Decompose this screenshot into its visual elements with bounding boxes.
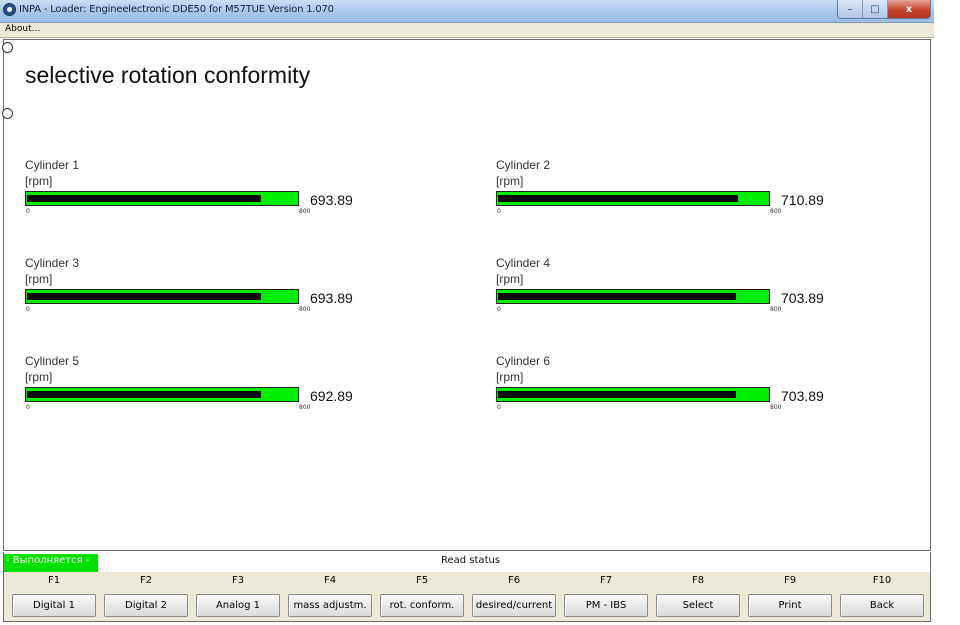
gauge-max: 800 [770,208,782,215]
desired-current-button[interactable]: desired/current [472,594,556,617]
window-title: INPA - Loader: Engineelectronic DDE50 fo… [19,4,334,15]
gauge-unit: [rpm] [496,272,524,286]
fkey-label: F10 [872,575,892,586]
gauge-cylinder-2: Cylinder 2 [rpm] 710.89 0 800 [496,158,836,228]
fkey-f8: F8 Select [656,572,740,620]
gauge-bar [496,289,770,304]
gauge-bar [25,191,299,206]
gauge-fill [498,195,738,202]
gauge-unit: [rpm] [25,272,53,286]
fkey-f1: F1 Digital 1 [12,572,96,620]
pm-ibs-button[interactable]: PM - IBS [564,594,648,617]
gauge-fill [27,391,261,398]
fkey-label: F7 [599,575,613,586]
gauge-min: 0 [497,306,501,313]
gauge-value: 703.89 [781,388,824,404]
running-indicator: - Выполняется - [4,554,98,572]
gauge-fill [27,293,261,300]
gauge-label: Cylinder 5 [25,354,80,368]
title-bar[interactable]: INPA - Loader: Engineelectronic DDE50 fo… [0,0,934,23]
menu-item-about[interactable]: About... [5,24,41,34]
gauge-value: 693.89 [310,192,353,208]
gauge-cylinder-3: Cylinder 3 [rpm] 693.89 0 800 [25,256,365,326]
fkey-label: F1 [47,575,61,586]
print-button[interactable]: Print [748,594,832,617]
gauge-value: 692.89 [310,388,353,404]
fkey-label: F5 [415,575,429,586]
gauge-label: Cylinder 1 [25,158,80,172]
gauge-value: 710.89 [781,192,824,208]
gauge-label: Cylinder 2 [496,158,551,172]
fkey-label: F3 [231,575,245,586]
fkey-f7: F7 PM - IBS [564,572,648,620]
status-bar: - Выполняется - Read status [3,552,931,572]
gauge-cylinder-6: Cylinder 6 [rpm] 703.89 0 800 [496,354,836,424]
gauge-max: 800 [770,306,782,313]
gauge-fill [498,391,736,398]
gauge-fill [27,195,261,202]
fkey-label: F8 [691,575,705,586]
menu-bar: About... [0,23,934,38]
radio-indicator-1[interactable] [2,42,13,53]
mass-adjustment-button[interactable]: mass adjustm. [288,594,372,617]
fkey-f6: F6 desired/current [472,572,556,620]
status-text: Read status [441,555,501,566]
gauge-min: 0 [497,404,501,411]
gauge-value: 693.89 [310,290,353,306]
gauge-bar [25,387,299,402]
fkey-label: F6 [507,575,521,586]
fkey-f10: F10 Back [840,572,924,620]
select-button[interactable]: Select [656,594,740,617]
gauge-max: 800 [299,404,311,411]
gauge-min: 0 [26,306,30,313]
digital-2-button[interactable]: Digital 2 [104,594,188,617]
gauge-label: Cylinder 3 [25,256,80,270]
gauge-min: 0 [26,208,30,215]
gauge-min: 0 [26,404,30,411]
gauge-max: 800 [770,404,782,411]
caption-buttons: – □ x [837,0,931,19]
gauge-cylinder-5: Cylinder 5 [rpm] 692.89 0 800 [25,354,365,424]
fkey-f4: F4 mass adjustm. [288,572,372,620]
close-button[interactable]: x [888,0,930,18]
fkey-label: F4 [323,575,337,586]
gauge-unit: [rpm] [496,370,524,384]
gauge-unit: [rpm] [25,174,53,188]
fkey-label: F9 [783,575,797,586]
gauge-bar [25,289,299,304]
gauge-max: 800 [299,208,311,215]
gauge-unit: [rpm] [25,370,53,384]
gauge-label: Cylinder 6 [496,354,551,368]
digital-1-button[interactable]: Digital 1 [12,594,96,617]
gauge-min: 0 [497,208,501,215]
fkey-label: F2 [139,575,153,586]
minimize-button[interactable]: – [838,0,863,18]
desktop-margin [934,0,960,625]
gauge-cylinder-1: Cylinder 1 [rpm] 693.89 0 800 [25,158,365,228]
back-button[interactable]: Back [840,594,924,617]
analog-1-button[interactable]: Analog 1 [196,594,280,617]
gauge-max: 800 [299,306,311,313]
gauge-fill [498,293,736,300]
gauge-value: 703.89 [781,290,824,306]
maximize-button[interactable]: □ [863,0,888,18]
fkey-f9: F9 Print [748,572,832,620]
inpa-window: INPA - Loader: Engineelectronic DDE50 fo… [0,0,934,622]
gauge-bar [496,191,770,206]
gauge-label: Cylinder 4 [496,256,551,270]
gauge-unit: [rpm] [496,174,524,188]
fkey-f5: F5 rot. conform. [380,572,464,620]
gauge-cylinder-4: Cylinder 4 [rpm] 703.89 0 800 [496,256,836,326]
fkey-f3: F3 Analog 1 [196,572,280,620]
fkey-f2: F2 Digital 2 [104,572,188,620]
bmw-logo-icon [3,3,16,16]
page-title: selective rotation conformity [25,62,311,88]
radio-indicator-2[interactable] [2,108,13,119]
main-panel: selective rotation conformity Cylinder 1… [2,39,931,551]
gauge-bar [496,387,770,402]
rot-conform-button[interactable]: rot. conform. [380,594,464,617]
function-key-bar: F1 Digital 1 F2 Digital 2 F3 Analog 1 F4… [3,572,931,622]
